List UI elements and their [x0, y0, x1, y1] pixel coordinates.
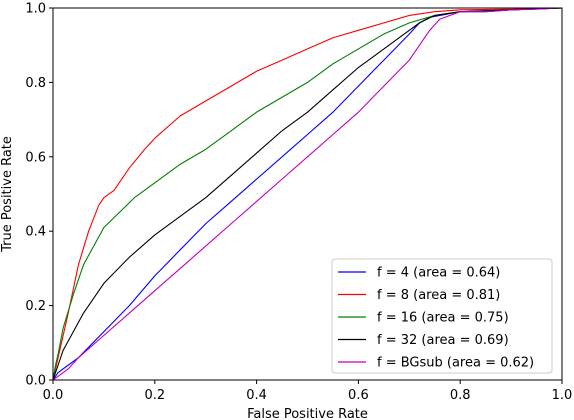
y-tick-label: 0.0	[25, 374, 46, 389]
series-line-1	[52, 7, 563, 381]
x-tick-label: 0.8	[450, 388, 471, 403]
legend-label: f = 16 (area = 0.75)	[377, 311, 509, 326]
series-line-3	[52, 7, 563, 381]
legend: f = 4 (area = 0.64) f = 8 (area = 0.81) f …	[331, 258, 553, 374]
legend-label: f = 32 (area = 0.69)	[377, 333, 509, 348]
series-line-2	[52, 7, 563, 381]
ticks: 0.0 0.2 0.4 0.6 0.8 1.0 0.0 0.2 0.4 0.6 0.8 1.0	[25, 2, 572, 404]
series-layer	[52, 7, 563, 381]
legend-label: f = 8 (area = 0.81)	[377, 288, 500, 303]
x-axis-label: False Positive Rate	[247, 407, 368, 420]
axes	[52, 7, 563, 381]
x-tick-label: 1.0	[552, 388, 573, 403]
y-tick-label: 0.6	[25, 150, 46, 165]
y-tick-label: 0.8	[25, 76, 46, 91]
plot-frame	[52, 7, 563, 381]
x-tick-label: 0.6	[348, 388, 369, 403]
x-tick-label: 0.4	[246, 388, 267, 403]
y-tick-label: 0.2	[25, 299, 46, 314]
y-tick-label: 0.4	[25, 225, 46, 240]
series-line-4	[52, 7, 563, 381]
y-tick-label: 1.0	[25, 2, 46, 17]
legend-box	[331, 258, 553, 374]
legend-label: f = BGsub (area = 0.62)	[377, 356, 534, 371]
x-tick-label: 0.0	[43, 388, 64, 403]
y-axis-label: True Positive Rate	[0, 136, 15, 253]
legend-label: f = 4 (area = 0.64)	[377, 266, 500, 281]
x-tick-label: 0.2	[144, 388, 165, 403]
